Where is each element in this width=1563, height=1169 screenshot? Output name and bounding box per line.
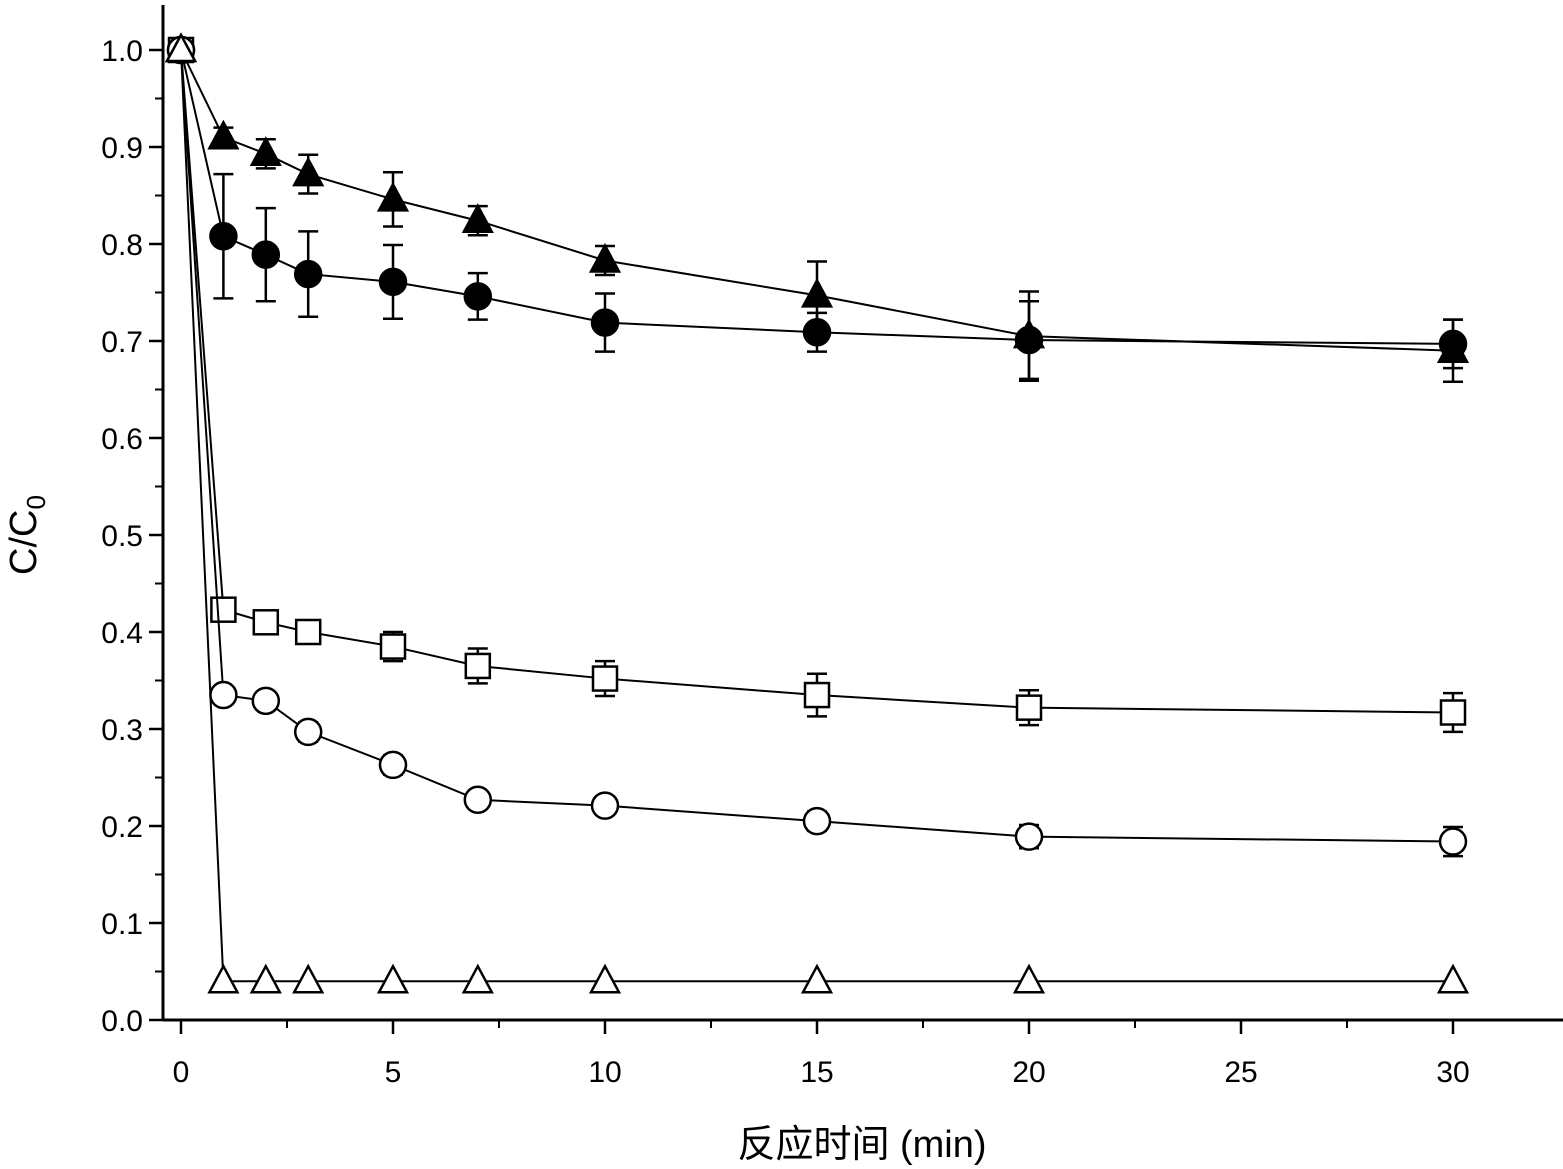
data-point	[591, 665, 619, 692]
y-tick-label: 0.3	[101, 714, 143, 747]
data-point	[1015, 694, 1043, 721]
data-point	[802, 806, 832, 836]
data-point	[1014, 325, 1044, 355]
data-point	[251, 240, 281, 269]
series-line	[180, 49, 1454, 843]
series-open-square	[167, 36, 1467, 734]
x-tick-label: 15	[800, 1056, 833, 1089]
y-tick-label: 0.0	[101, 1005, 143, 1038]
data-point	[210, 596, 237, 623]
series-filled-circle	[166, 35, 1468, 381]
data-point	[800, 963, 834, 994]
data-point	[461, 203, 494, 233]
series-line	[180, 49, 1454, 345]
data-point	[588, 963, 622, 994]
data-point	[590, 308, 620, 337]
axes: 0 5 10 15 20 25 30 0.0 0.1 0.2 0.3 0.4 0.5 0.6 0.7 0.8 0…	[101, 5, 1563, 1089]
y-tick-label: 0.4	[101, 617, 143, 650]
series-line	[180, 49, 1454, 714]
series-line	[180, 49, 1454, 352]
data-point	[249, 136, 282, 167]
y-tick-label: 0.7	[101, 326, 143, 359]
data-point	[1438, 329, 1468, 359]
data-point	[590, 791, 620, 820]
data-point	[463, 785, 493, 815]
data-point	[802, 318, 832, 347]
data-point	[379, 633, 407, 660]
y-tick-label: 0.8	[101, 229, 143, 262]
y-tick-label: 0.2	[101, 811, 143, 844]
data-point	[803, 681, 831, 709]
data-point	[209, 221, 238, 251]
data-point	[164, 32, 198, 63]
x-tick-label: 20	[1012, 1056, 1045, 1089]
data-point	[461, 963, 494, 994]
data-point	[464, 652, 492, 680]
series-line	[180, 49, 1453, 983]
series-layer	[164, 32, 1470, 994]
data-point	[1012, 963, 1046, 994]
data-point	[376, 181, 410, 212]
data-point	[378, 267, 408, 297]
data-point	[251, 686, 281, 716]
series-open-triangle	[164, 32, 1470, 994]
data-point	[209, 680, 238, 710]
data-point	[252, 609, 280, 636]
y-axis-title-subscript: 0	[21, 495, 51, 509]
data-point	[376, 963, 410, 994]
series-open-circle	[166, 35, 1468, 858]
data-point	[292, 963, 325, 994]
y-tick-label: 0.5	[101, 520, 143, 553]
y-tick-label: 0.6	[101, 423, 143, 456]
data-point	[292, 156, 325, 187]
x-tick-label: 25	[1224, 1056, 1257, 1089]
data-point	[378, 750, 408, 780]
data-point	[463, 282, 493, 311]
data-point	[293, 717, 323, 747]
x-tick-label: 10	[588, 1056, 621, 1089]
data-point	[1439, 699, 1467, 726]
y-axis-title: C/C0	[3, 495, 51, 575]
data-point	[249, 963, 282, 994]
data-point	[207, 119, 240, 150]
data-point	[1438, 827, 1468, 856]
data-point	[294, 618, 322, 646]
data-point	[207, 963, 240, 994]
x-tick-label: 0	[173, 1056, 190, 1089]
data-point	[800, 277, 834, 308]
data-point	[1014, 822, 1044, 851]
data-point	[1436, 963, 1470, 994]
y-tick-label: 1.0	[101, 35, 143, 68]
data-point	[293, 259, 323, 289]
x-tick-label: 30	[1436, 1056, 1469, 1089]
y-tick-label: 0.1	[101, 908, 143, 941]
y-axis-title-main: C/C	[3, 510, 45, 575]
x-tick-label: 5	[385, 1056, 402, 1089]
x-axis-title: 反应时间 (min)	[737, 1124, 986, 1166]
data-point	[588, 242, 622, 273]
y-tick-label: 0.9	[101, 132, 143, 165]
